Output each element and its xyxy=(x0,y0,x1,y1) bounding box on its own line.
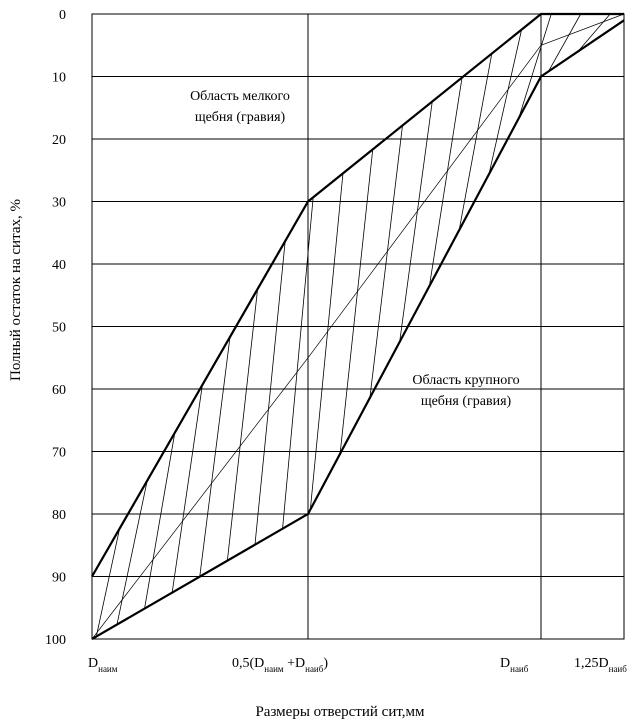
hatch-line xyxy=(429,77,463,287)
y-tick-label: 10 xyxy=(52,71,66,86)
lower-boundary-line xyxy=(91,19,625,640)
hatch-line xyxy=(144,432,176,609)
x-tick-label: 1,25Dнаиб xyxy=(574,656,627,674)
y-tick-label: 30 xyxy=(52,196,66,211)
grid-lines xyxy=(91,13,625,640)
x-tick-label: Dнаим xyxy=(88,656,118,674)
y-tick-label: 0 xyxy=(59,8,66,23)
hatch-line xyxy=(369,125,403,398)
y-axis-label: Полный остаток на ситах, % xyxy=(8,199,24,381)
y-tick-label: 60 xyxy=(52,383,66,398)
region-annotation: Область крупного xyxy=(412,373,519,388)
region-annotation: щебня (гравия) xyxy=(421,394,512,409)
y-tick-label: 90 xyxy=(52,571,66,586)
hatch-line xyxy=(199,336,231,577)
hatch-line xyxy=(339,149,374,454)
y-tick-labels: 0 10 20 30 40 50 60 70 80 90 100 xyxy=(45,8,66,648)
x-tick-labels: Dнаим 0,5(Dнаим +Dнаиб) Dнаиб 1,25Dнаиб xyxy=(88,656,627,674)
hatch-line xyxy=(518,13,552,119)
y-tick-label: 70 xyxy=(52,446,66,461)
hatch-line xyxy=(171,384,203,593)
hatch-line xyxy=(488,29,522,175)
y-tick-label: 50 xyxy=(52,321,66,336)
y-tick-label: 40 xyxy=(52,258,66,273)
x-tick-label: Dнаиб xyxy=(500,656,529,674)
hatch-line xyxy=(116,480,148,625)
hatch-line xyxy=(458,53,493,231)
hatch-line xyxy=(548,13,582,72)
hatch-line xyxy=(282,197,314,529)
hatch-line xyxy=(95,528,120,637)
x-axis-label: Размеры отверстий сит,мм xyxy=(255,704,425,720)
hatch-line xyxy=(399,101,433,342)
region-annotation: щебня (гравия) xyxy=(195,110,286,125)
hatch-line xyxy=(577,13,611,52)
y-tick-label: 20 xyxy=(52,133,66,148)
y-tick-label: 80 xyxy=(52,508,66,523)
x-tick-label: 0,5(Dнаим +Dнаиб) xyxy=(232,656,328,674)
hatch-line xyxy=(226,288,258,561)
hatch-line xyxy=(254,241,286,545)
hatch-line xyxy=(309,173,344,510)
center-line xyxy=(91,13,625,640)
region-annotation: Область мелкого xyxy=(190,89,290,104)
y-tick-label: 100 xyxy=(45,633,66,648)
upper-boundary-line xyxy=(91,12,624,578)
annotations: Область мелкого щебня (гравия) Область кру… xyxy=(190,89,520,409)
series-lines xyxy=(91,12,625,640)
hatch-lines xyxy=(95,13,611,637)
